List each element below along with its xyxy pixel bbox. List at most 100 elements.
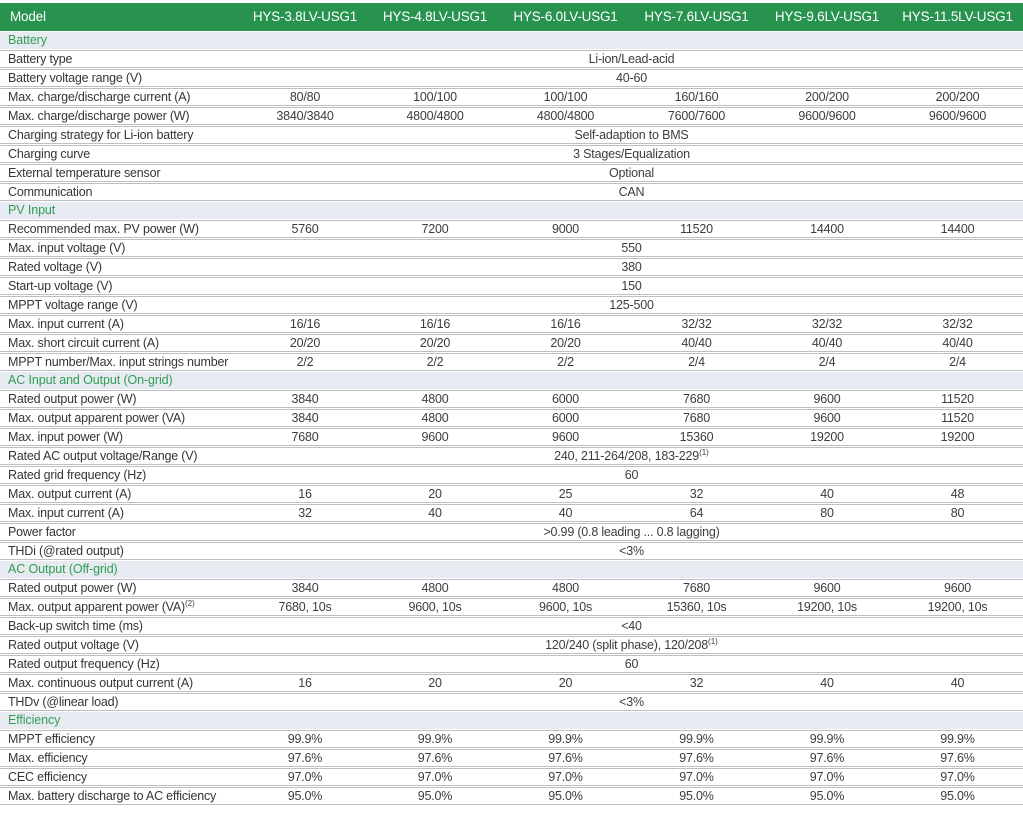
- spec-row: THDv (@linear load) <3%: [0, 693, 1023, 711]
- spec-value: 19200, 10s: [762, 598, 892, 616]
- model-header-row: Model HYS-3.8LV-USG1 HYS-4.8LV-USG1 HYS-6.…: [0, 3, 1023, 31]
- spec-label: MPPT efficiency: [0, 730, 240, 748]
- spec-value: 4800: [370, 390, 500, 408]
- spec-row: Max. charge/discharge power (W) 3840/3840…: [0, 107, 1023, 125]
- spec-value: 40: [370, 504, 500, 522]
- spec-value: 99.9%: [631, 730, 762, 748]
- spec-value: 40: [500, 504, 631, 522]
- spec-value-span: >0.99 (0.8 leading ... 0.8 lagging): [240, 523, 1023, 541]
- section-header-row: PV Input: [0, 202, 1023, 219]
- spec-value: 20: [370, 485, 500, 503]
- spec-value: 40: [762, 674, 892, 692]
- spec-value-span: 40-60: [240, 69, 1023, 87]
- model-column-header: HYS-6.0LV-USG1: [500, 3, 631, 31]
- spec-label: Max. input power (W): [0, 428, 240, 446]
- spec-row: MPPT efficiency 99.9% 99.9% 99.9% 99.9% 99.9%…: [0, 730, 1023, 748]
- spec-value: 11520: [892, 390, 1023, 408]
- spec-label: Max. input voltage (V): [0, 239, 240, 257]
- spec-value: 9600: [892, 579, 1023, 597]
- section-title: AC Output (Off-grid): [0, 561, 1023, 578]
- spec-value: 15360, 10s: [631, 598, 762, 616]
- spec-value: 19200: [762, 428, 892, 446]
- section-header-row: AC Output (Off-grid): [0, 561, 1023, 578]
- spec-value: 97.0%: [631, 768, 762, 786]
- spec-value: 11520: [631, 220, 762, 238]
- spec-value: 200/200: [762, 88, 892, 106]
- spec-value: 7680: [631, 579, 762, 597]
- spec-value-span: 120/240 (split phase), 120/208(1): [240, 636, 1023, 654]
- spec-label: Rated output frequency (Hz): [0, 655, 240, 673]
- spec-label: Max. input current (A): [0, 504, 240, 522]
- spec-value: 99.9%: [892, 730, 1023, 748]
- model-column-header: HYS-3.8LV-USG1: [240, 3, 370, 31]
- spec-value: 9600: [762, 579, 892, 597]
- spec-value: 3840: [240, 390, 370, 408]
- spec-value: 9600: [370, 428, 500, 446]
- spec-value: 80: [892, 504, 1023, 522]
- spec-value: 95.0%: [631, 787, 762, 805]
- spec-value: 95.0%: [762, 787, 892, 805]
- spec-row: Max. short circuit current (A) 20/20 20/20…: [0, 334, 1023, 352]
- spec-label: Rated AC output voltage/Range (V): [0, 447, 240, 465]
- spec-value: 200/200: [892, 88, 1023, 106]
- section-title: AC Input and Output (On-grid): [0, 372, 1023, 389]
- spec-row: Rated output frequency (Hz) 60: [0, 655, 1023, 673]
- spec-value: 95.0%: [892, 787, 1023, 805]
- spec-value: 3840: [240, 409, 370, 427]
- spec-label: Charging strategy for Li-ion battery: [0, 126, 240, 144]
- spec-value: 7600/7600: [631, 107, 762, 125]
- footnote-marker: (1): [708, 636, 718, 646]
- spec-value: 4800/4800: [500, 107, 631, 125]
- spec-row: MPPT voltage range (V) 125-500: [0, 296, 1023, 314]
- spec-value: 20: [500, 674, 631, 692]
- spec-value: 99.9%: [370, 730, 500, 748]
- spec-value: 9600/9600: [762, 107, 892, 125]
- spec-label: External temperature sensor: [0, 164, 240, 182]
- spec-row: Rated output power (W) 3840 4800 4800 7680 96…: [0, 579, 1023, 597]
- spec-value: 7680: [631, 390, 762, 408]
- spec-value: 20/20: [500, 334, 631, 352]
- spec-label: Max. charge/discharge power (W): [0, 107, 240, 125]
- model-column-header: HYS-4.8LV-USG1: [370, 3, 500, 31]
- spec-value: 16/16: [370, 315, 500, 333]
- spec-value: 32/32: [762, 315, 892, 333]
- spec-value: 2/2: [500, 353, 631, 371]
- spec-value: 100/100: [500, 88, 631, 106]
- spec-row: Battery voltage range (V) 40-60: [0, 69, 1023, 87]
- spec-label: Start-up voltage (V): [0, 277, 240, 295]
- spec-value: 4800: [370, 579, 500, 597]
- spec-value: 9600: [500, 428, 631, 446]
- spec-value: 6000: [500, 409, 631, 427]
- spec-value: 5760: [240, 220, 370, 238]
- spec-value: 7680: [240, 428, 370, 446]
- spec-label: THDv (@linear load): [0, 693, 240, 711]
- spec-value: 15360: [631, 428, 762, 446]
- spec-value: 97.6%: [892, 749, 1023, 767]
- spec-value: 99.9%: [240, 730, 370, 748]
- section-header-row: Efficiency: [0, 712, 1023, 729]
- spec-row: Max. input power (W) 7680 9600 9600 15360 192…: [0, 428, 1023, 446]
- spec-label: Max. battery discharge to AC efficiency: [0, 787, 240, 805]
- spec-row: Rated AC output voltage/Range (V) 240, 21…: [0, 447, 1023, 465]
- spec-value: 9600, 10s: [500, 598, 631, 616]
- spec-label: MPPT number/Max. input strings number: [0, 353, 240, 371]
- spec-value: 7680, 10s: [240, 598, 370, 616]
- spec-value: 32: [240, 504, 370, 522]
- spec-label: Rated voltage (V): [0, 258, 240, 276]
- spec-row: Max. input current (A) 16/16 16/16 16/16 32/…: [0, 315, 1023, 333]
- spec-value: 9600/9600: [892, 107, 1023, 125]
- spec-value: 7200: [370, 220, 500, 238]
- spec-value-span: 125-500: [240, 296, 1023, 314]
- spec-value: 20: [370, 674, 500, 692]
- spec-label: Max. output apparent power (VA): [0, 409, 240, 427]
- spec-row: Max. output apparent power (VA) 3840 4800 6…: [0, 409, 1023, 427]
- spec-value: 32/32: [631, 315, 762, 333]
- spec-value: 100/100: [370, 88, 500, 106]
- spec-value: 19200, 10s: [892, 598, 1023, 616]
- model-column-header: HYS-7.6LV-USG1: [631, 3, 762, 31]
- spec-row: Rated voltage (V) 380: [0, 258, 1023, 276]
- spec-label: Max. continuous output current (A): [0, 674, 240, 692]
- spec-label: Battery type: [0, 50, 240, 68]
- spec-value-span: Self-adaption to BMS: [240, 126, 1023, 144]
